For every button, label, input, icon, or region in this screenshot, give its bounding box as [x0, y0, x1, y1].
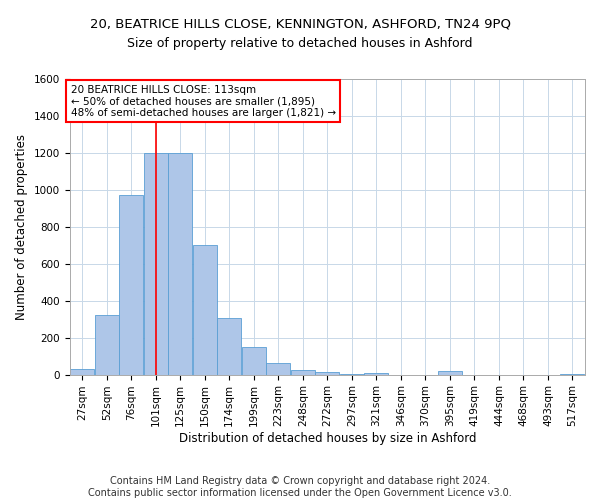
Bar	[438, 371, 463, 374]
Y-axis label: Number of detached properties: Number of detached properties	[15, 134, 28, 320]
Bar	[119, 196, 143, 374]
Bar	[95, 316, 119, 374]
Bar	[315, 372, 339, 374]
Bar	[70, 369, 94, 374]
Text: 20, BEATRICE HILLS CLOSE, KENNINGTON, ASHFORD, TN24 9PQ: 20, BEATRICE HILLS CLOSE, KENNINGTON, AS…	[89, 18, 511, 30]
Bar	[217, 318, 241, 374]
Bar	[193, 246, 217, 374]
X-axis label: Distribution of detached houses by size in Ashford: Distribution of detached houses by size …	[179, 432, 476, 445]
Text: Contains HM Land Registry data © Crown copyright and database right 2024.
Contai: Contains HM Land Registry data © Crown c…	[88, 476, 512, 498]
Bar	[266, 362, 290, 374]
Bar	[364, 372, 388, 374]
Bar	[167, 153, 192, 374]
Bar	[291, 370, 315, 374]
Bar	[242, 347, 266, 374]
Bar	[143, 153, 168, 374]
Text: Size of property relative to detached houses in Ashford: Size of property relative to detached ho…	[127, 38, 473, 51]
Text: 20 BEATRICE HILLS CLOSE: 113sqm
← 50% of detached houses are smaller (1,895)
48%: 20 BEATRICE HILLS CLOSE: 113sqm ← 50% of…	[71, 84, 335, 117]
